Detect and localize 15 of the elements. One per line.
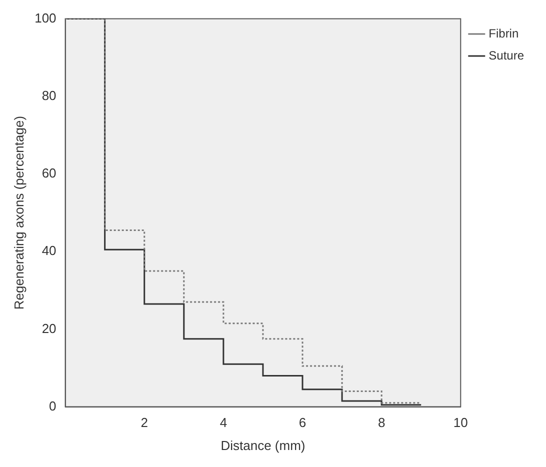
y-tick-label: 100 (34, 10, 56, 26)
y-tick-label: 20 (42, 320, 56, 336)
x-tick-label: 2 (140, 415, 148, 430)
x-axis-title: Distance (mm) (220, 438, 306, 453)
x-tick-label: 6 (298, 415, 306, 430)
x-tick-label: 4 (220, 415, 228, 430)
y-tick-label: 60 (42, 166, 56, 181)
x-tick-label: 8 (378, 415, 386, 430)
y-tick-label: 0 (49, 398, 56, 414)
legend-label: Fibrin (488, 26, 519, 40)
y-tick-label: 80 (42, 88, 56, 103)
legend-label: Suture (488, 48, 524, 62)
y-axis-title: Regenerating axons (percentage) (11, 116, 26, 310)
y-tick-label: 40 (42, 243, 56, 258)
x-tick-label: 10 (453, 415, 468, 430)
